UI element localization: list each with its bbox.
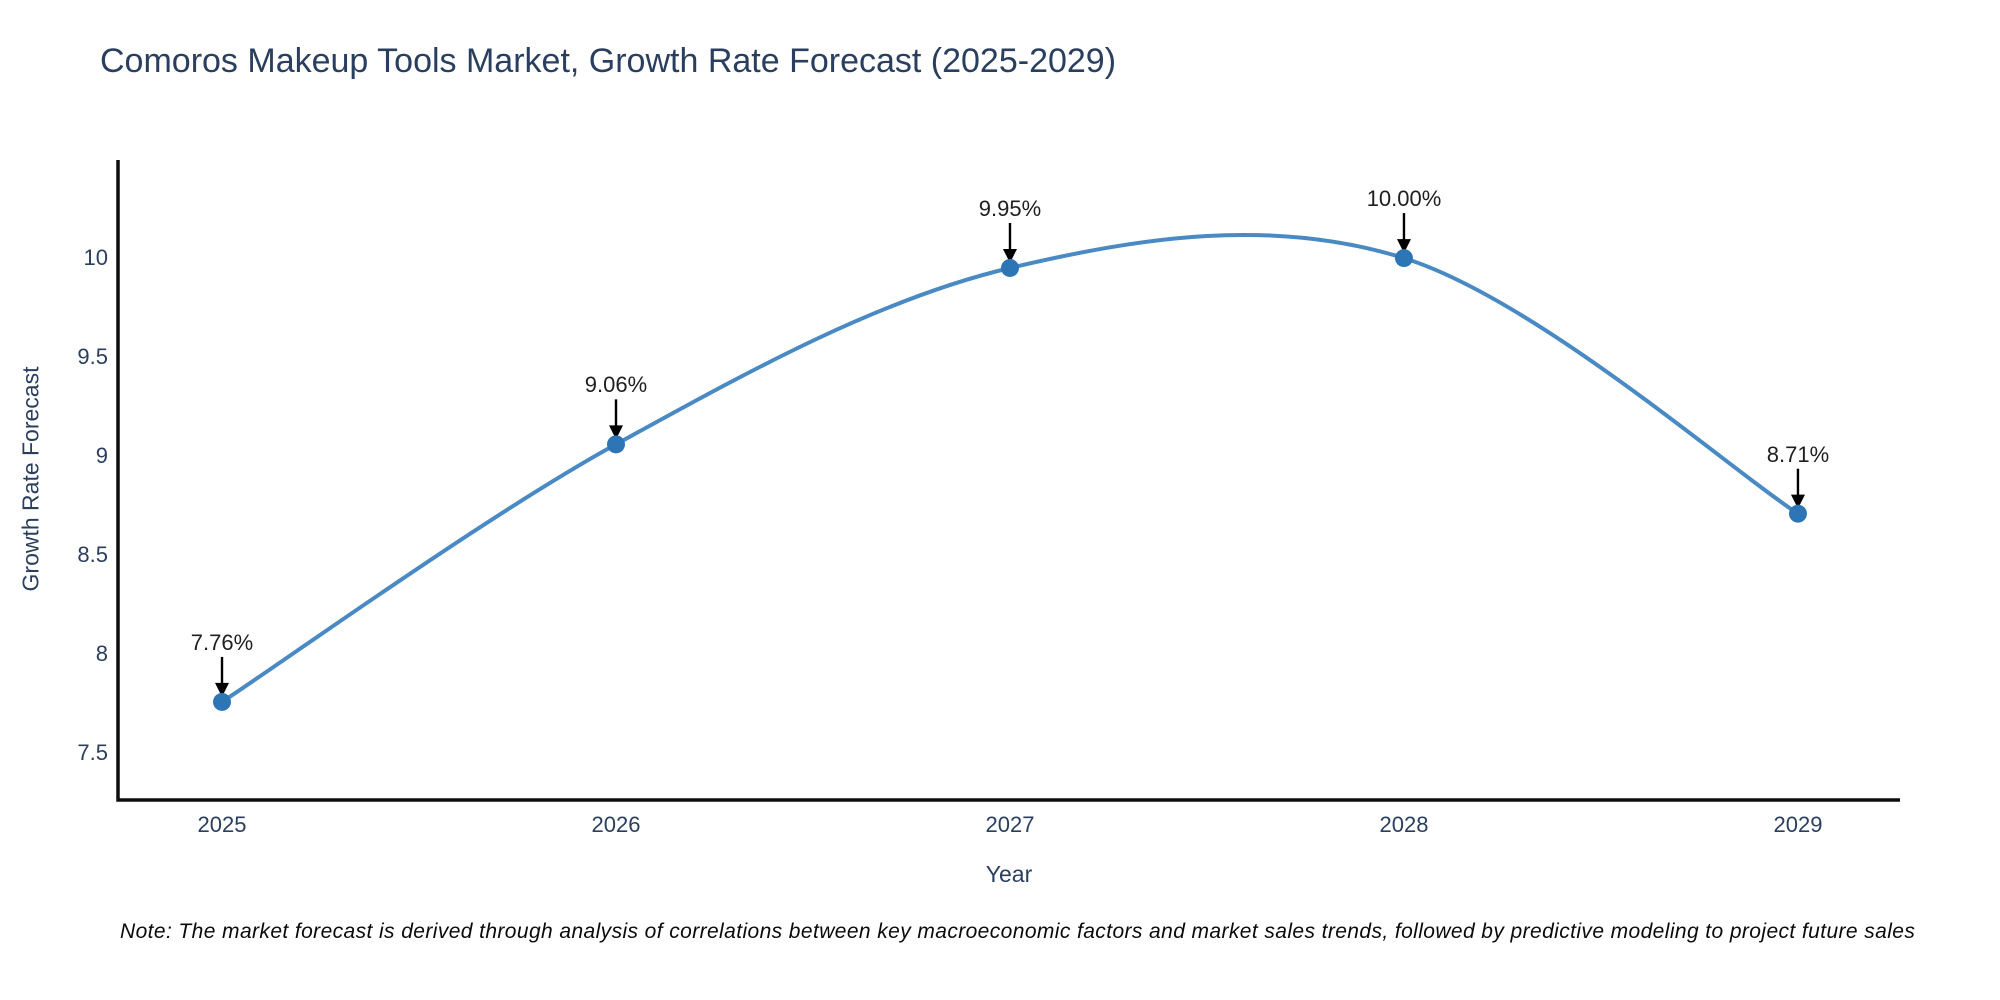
x-tick-label: 2026 <box>591 812 641 837</box>
annotation-arrow-head <box>1396 239 1411 254</box>
data-point-marker <box>606 435 625 454</box>
annotation-arrow-head <box>1790 494 1805 509</box>
annotation-arrow-head <box>215 682 230 697</box>
y-tick-label: 10 <box>83 245 108 270</box>
forecast-line-series <box>220 232 1800 704</box>
y-tick-label: 9.5 <box>77 344 108 369</box>
x-tick-label: 2029 <box>1773 812 1823 837</box>
data-point-marker <box>213 692 232 711</box>
y-tick-label: 9 <box>95 443 108 468</box>
annotation-arrow-head <box>608 425 623 440</box>
data-point-marker <box>1788 504 1807 523</box>
axis-spine <box>116 160 1900 802</box>
y-tick-label: 8 <box>95 641 108 666</box>
point-annotation: 10.00% <box>1366 186 1442 211</box>
x-tick-label: 2025 <box>197 812 247 837</box>
x-tick-label: 2028 <box>1379 812 1429 837</box>
y-tick-label: 8.5 <box>77 542 108 567</box>
point-annotation: 9.06% <box>584 372 648 397</box>
annotation-arrow-head <box>1002 248 1017 263</box>
y-tick-label: 7.5 <box>77 740 108 765</box>
footnote: Note: The market forecast is derived thr… <box>120 920 1916 943</box>
data-point-marker <box>1394 249 1413 268</box>
point-annotation: 9.95% <box>978 196 1042 221</box>
x-axis-title: Year <box>985 861 1033 887</box>
point-annotation: 7.76% <box>190 630 254 655</box>
data-point-marker <box>1000 258 1019 277</box>
x-tick-label: 2027 <box>985 812 1035 837</box>
chart-title: Comoros Makeup Tools Market, Growth Rate… <box>100 42 1117 80</box>
point-annotation: 8.71% <box>1766 442 1830 467</box>
